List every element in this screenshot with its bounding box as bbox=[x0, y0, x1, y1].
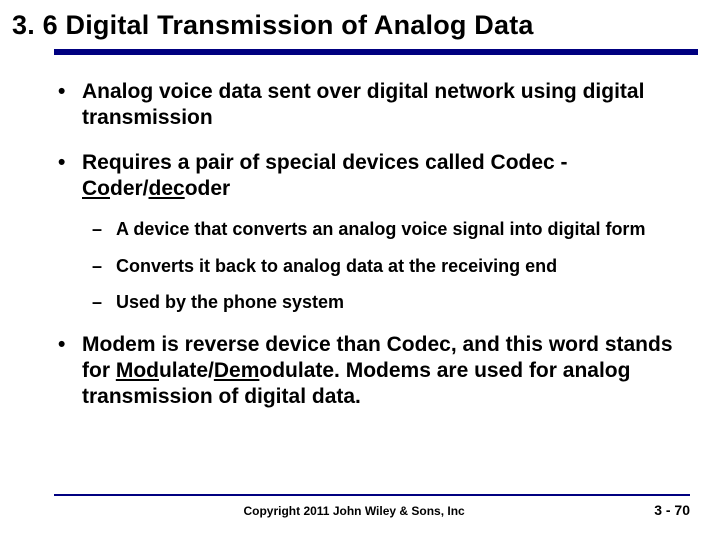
bullet-text-part: ulate/ bbox=[159, 359, 214, 382]
sub-bullet-item: A device that converts an analog voice s… bbox=[92, 218, 688, 241]
slide-footer: Copyright 2011 John Wiley & Sons, Inc 3 … bbox=[54, 494, 690, 518]
footer-divider bbox=[54, 494, 690, 496]
underline-text: Co bbox=[82, 177, 110, 200]
sub-bullet-text: A device that converts an analog voice s… bbox=[116, 219, 645, 239]
slide-content: Analog voice data sent over digital netw… bbox=[12, 79, 698, 410]
sub-bullet-list: A device that converts an analog voice s… bbox=[82, 218, 688, 314]
footer-row: Copyright 2011 John Wiley & Sons, Inc 3 … bbox=[54, 502, 690, 518]
bullet-text: Analog voice data sent over digital netw… bbox=[82, 80, 644, 129]
bullet-item: Analog voice data sent over digital netw… bbox=[56, 79, 688, 132]
bullet-list: Analog voice data sent over digital netw… bbox=[56, 79, 688, 410]
sub-bullet-item: Used by the phone system bbox=[92, 291, 688, 314]
underline-text: dec bbox=[149, 177, 185, 200]
page-number: 3 - 70 bbox=[654, 502, 690, 518]
bullet-item: Requires a pair of special devices calle… bbox=[56, 150, 688, 314]
sub-bullet-item: Converts it back to analog data at the r… bbox=[92, 255, 688, 278]
bullet-text-part: Requires a pair of special devices calle… bbox=[82, 151, 568, 174]
copyright-text: Copyright 2011 John Wiley & Sons, Inc bbox=[54, 504, 654, 518]
slide: 3. 6 Digital Transmission of Analog Data… bbox=[0, 0, 720, 540]
bullet-text-part: der/ bbox=[110, 177, 149, 200]
sub-bullet-text: Used by the phone system bbox=[116, 292, 344, 312]
slide-title: 3. 6 Digital Transmission of Analog Data bbox=[12, 10, 698, 41]
underline-text: Mod bbox=[116, 359, 159, 382]
underline-text: Dem bbox=[214, 359, 260, 382]
title-underline bbox=[54, 49, 698, 55]
sub-bullet-text: Converts it back to analog data at the r… bbox=[116, 256, 557, 276]
bullet-text-part: oder bbox=[185, 177, 231, 200]
bullet-item: Modem is reverse device than Codec, and … bbox=[56, 332, 688, 411]
